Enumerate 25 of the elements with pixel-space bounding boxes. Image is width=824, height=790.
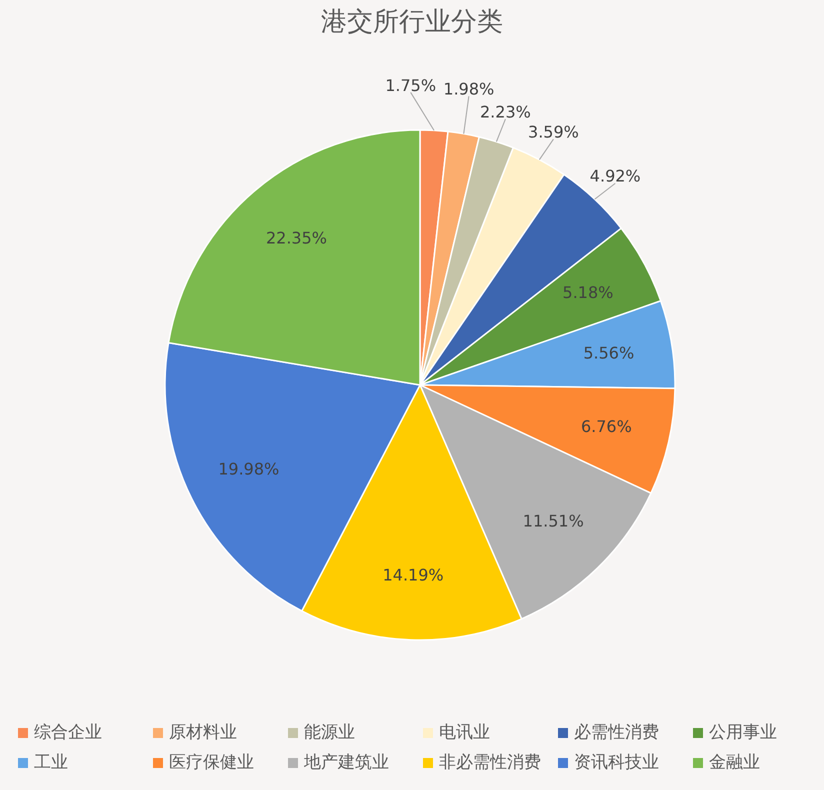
data-label: 19.98% <box>218 459 280 478</box>
legend-label: 工业 <box>34 752 68 773</box>
data-label: 11.51% <box>522 512 584 531</box>
data-label: 6.76% <box>580 417 632 436</box>
legend-label: 综合企业 <box>34 722 102 743</box>
data-label: 22.35% <box>266 228 327 248</box>
legend-label: 地产建筑业 <box>303 752 389 773</box>
data-label: 1.75% <box>385 76 436 95</box>
data-label: 3.59% <box>528 122 579 142</box>
legend-label: 医疗保健业 <box>169 752 254 773</box>
legend-label: 资讯科技业 <box>574 752 659 773</box>
data-label: 2.23% <box>480 102 531 122</box>
data-label: 5.56% <box>583 344 634 363</box>
chart-title: 港交所行业分类 <box>321 7 503 37</box>
legend-label: 非必需性消费 <box>439 752 541 773</box>
legend-label: 原材料业 <box>169 722 237 743</box>
legend-label: 必需性消费 <box>574 722 659 743</box>
legend-label: 电讯业 <box>439 722 490 743</box>
data-label: 1.98% <box>443 80 494 99</box>
legend-label: 公用事业 <box>709 722 777 743</box>
legend-label: 金融业 <box>709 752 760 773</box>
data-label: 14.19% <box>382 566 444 584</box>
legend-label: 能源业 <box>304 722 355 743</box>
data-label: 4.92% <box>590 166 641 186</box>
data-label: 5.18% <box>562 282 614 302</box>
